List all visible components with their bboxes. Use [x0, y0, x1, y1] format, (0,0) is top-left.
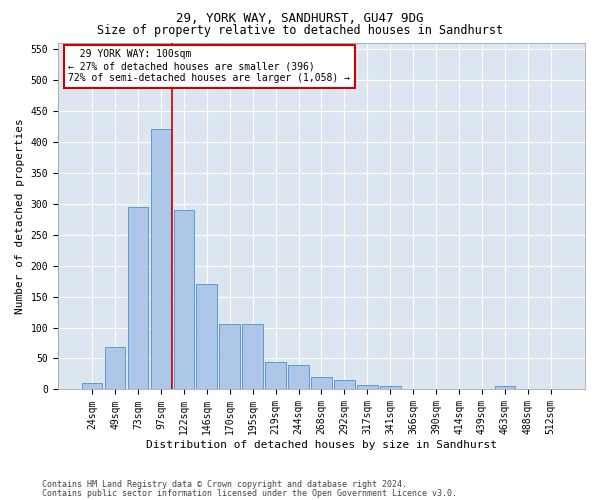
Bar: [242, 324, 263, 390]
Text: Contains HM Land Registry data © Crown copyright and database right 2024.: Contains HM Land Registry data © Crown c…: [42, 480, 407, 489]
X-axis label: Distribution of detached houses by size in Sandhurst: Distribution of detached houses by size …: [146, 440, 497, 450]
Bar: [173, 210, 194, 390]
Bar: [196, 284, 217, 390]
Bar: [288, 364, 309, 390]
Y-axis label: Number of detached properties: Number of detached properties: [15, 118, 25, 314]
Bar: [311, 377, 332, 390]
Text: Contains public sector information licensed under the Open Government Licence v3: Contains public sector information licen…: [42, 488, 457, 498]
Bar: [265, 362, 286, 390]
Bar: [380, 386, 401, 390]
Text: 29, YORK WAY, SANDHURST, GU47 9DG: 29, YORK WAY, SANDHURST, GU47 9DG: [176, 12, 424, 26]
Text: 29 YORK WAY: 100sqm
← 27% of detached houses are smaller (396)
72% of semi-detac: 29 YORK WAY: 100sqm ← 27% of detached ho…: [68, 50, 350, 82]
Text: Size of property relative to detached houses in Sandhurst: Size of property relative to detached ho…: [97, 24, 503, 37]
Bar: [105, 348, 125, 390]
Bar: [151, 129, 171, 390]
Bar: [128, 206, 148, 390]
Bar: [220, 324, 240, 390]
Bar: [82, 384, 103, 390]
Bar: [357, 384, 377, 390]
Bar: [334, 380, 355, 390]
Bar: [494, 386, 515, 390]
